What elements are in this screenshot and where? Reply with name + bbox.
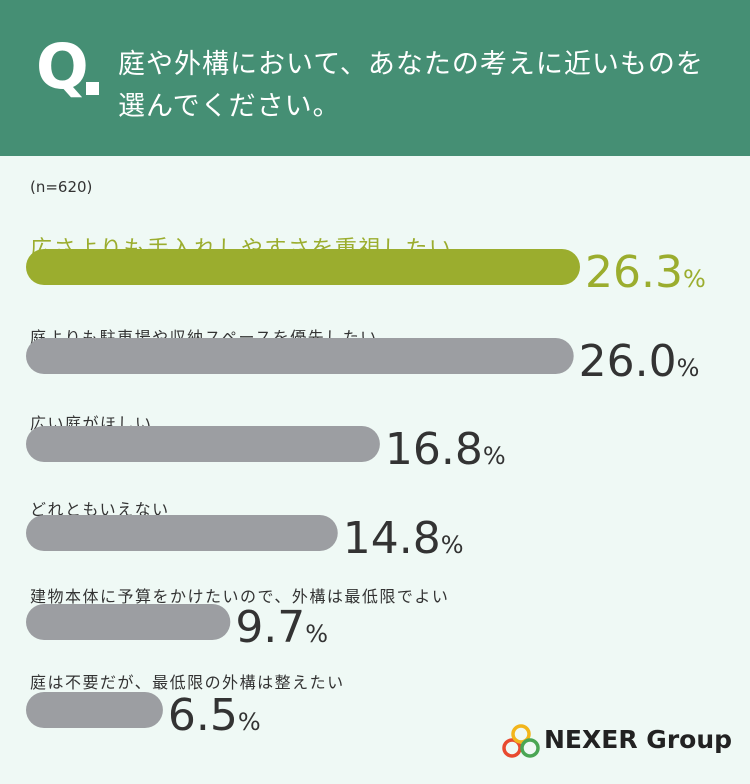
q-mark: Q	[36, 30, 89, 103]
sample-size-label: (n=620)	[30, 178, 93, 196]
value-label: 26.0%	[579, 336, 700, 387]
bar	[26, 338, 574, 374]
bar	[26, 515, 338, 551]
bar	[26, 692, 163, 728]
value-label: 16.8%	[385, 424, 506, 475]
value-label: 26.3%	[585, 247, 706, 298]
logo-text: NEXER Group	[544, 725, 733, 754]
question-text: 庭や外構において、あなたの考えに近いものを選んでください。	[118, 49, 704, 122]
value-label: 9.7%	[235, 602, 328, 653]
bar	[26, 604, 231, 640]
bar	[26, 249, 580, 285]
category-label: 庭は不要だが、最低限の外構は整えたい	[30, 673, 345, 692]
q-dot	[86, 82, 99, 95]
value-label: 6.5%	[168, 690, 261, 741]
question-header: Q 庭や外構において、あなたの考えに近いものを選んでください。	[0, 0, 750, 156]
logo-rings-icon	[502, 724, 540, 758]
category-label: 建物本体に予算をかけたいので、外構は最低限でよい	[30, 587, 449, 606]
category-label: どれともいえない	[30, 500, 170, 519]
value-label: 14.8%	[343, 513, 464, 564]
nexer-logo: NEXER Group	[500, 722, 733, 762]
bar	[26, 426, 380, 462]
